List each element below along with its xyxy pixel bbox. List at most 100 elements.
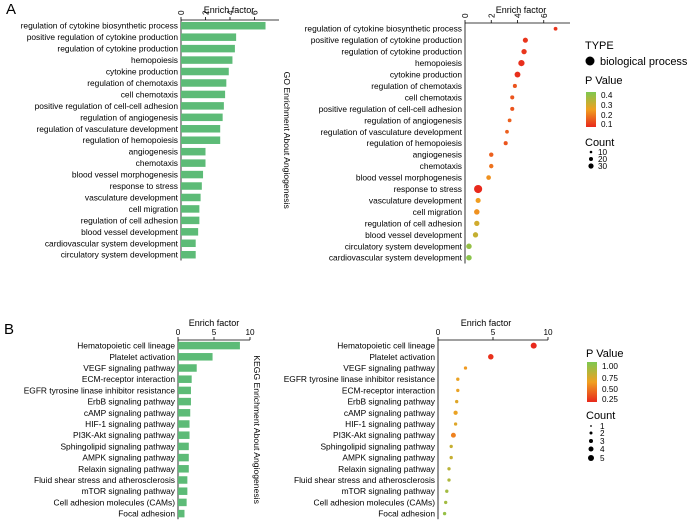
dot [475,197,481,204]
category-label: angiogenesis [129,147,178,157]
bar [178,420,190,428]
panel-label-b: B [4,321,14,338]
legend-a-colorbar [586,92,596,127]
category-label: ECM-receptor interaction [342,385,435,395]
category-label: ECM-receptor interaction [82,374,175,384]
dot [474,209,480,215]
category-label: regulation of hemopoiesis [367,138,462,148]
category-label: ErbB signaling pathway [87,397,175,407]
category-label: regulation of chemotaxis [371,81,462,91]
x-axis-title: Enrich factor [461,318,512,328]
category-label: Focal adhesion [118,509,175,519]
dot [512,83,517,89]
dot [474,184,483,194]
category-label: cAMP signaling pathway [84,408,176,418]
bar [178,364,197,372]
x-tick-label: 6 [251,10,260,15]
legend-a-ptick: 0.4 [601,91,613,100]
category-label: cell migration [129,204,179,214]
category-label: Cell adhesion molecules (CAMs) [54,497,176,507]
dot [444,500,448,505]
bar [181,67,229,76]
category-label: regulation of chemotaxis [87,78,178,88]
bar [181,205,200,213]
legend-b-count-title: Count [586,410,615,422]
bar [178,442,189,451]
x-tick-label: 5 [491,328,496,337]
category-label: ErbB signaling pathway [347,397,435,407]
legend-b-colorbar [587,362,597,402]
legend-b-pvalue-title: P Value [586,348,624,360]
x-tick-label: 0 [177,10,186,15]
category-label: cell chemotaxis [121,89,178,99]
category-label: circulatory system development [61,250,179,260]
bar [178,386,191,395]
x-tick-label: 2 [487,13,496,18]
legend-b-ctick: 3 [600,437,605,446]
legend-a-pvalue-title: P Value [585,75,623,87]
category-label: Relaxin signaling pathway [78,464,176,474]
legend-a-ptick: 0.2 [601,111,613,120]
category-label: regulation of cytokine biosynthetic proc… [21,21,178,31]
bar [181,250,196,259]
category-label: chemotaxis [420,161,462,171]
category-label: mTOR signaling pathway [82,486,176,496]
category-label: HIF-1 signaling pathway [85,419,176,429]
go-bar-chart: Enrich factor 0 2 4 6 regulation of cytokine … [21,5,292,261]
category-label: positive regulation of cytokine producti… [27,32,179,42]
dot [510,95,515,100]
bar [181,182,202,190]
x-tick-label: 10 [245,328,255,337]
category-label: response to stress [394,184,462,194]
category-label: blood vessel development [81,227,179,237]
legend-a-ctick: 30 [598,162,608,171]
x-tick-label: 10 [543,328,553,337]
bar [178,476,188,484]
kegg-bar-chart: Enrich factor 0 5 10 Hematopoietic cell line… [24,318,262,520]
x-tick-label: 4 [226,10,235,15]
category-label: hemopoiesis [415,58,462,68]
dot [455,399,459,404]
legend-b-ctick: 1 [600,422,605,431]
dot [553,26,558,31]
bar [181,21,266,30]
go-dot-chart: Enrich factor 0 2 4 6 regulation of cytokine … [305,5,570,264]
dot [507,118,512,123]
category-label: regulation of cytokine biosynthetic proc… [305,24,462,34]
category-label: cAMP signaling pathway [344,408,436,418]
category-label: PI3K-Akt signaling pathway [333,430,436,440]
legend-b-ctick: 5 [600,454,605,463]
dot [463,366,468,370]
bar [181,136,221,144]
dot [518,59,525,67]
dot [530,342,537,349]
side-title: KEGG Enrichment About Angiogenesis [252,355,262,504]
dot [522,37,528,43]
x-tick-label: 6 [540,13,549,18]
bar [181,170,204,179]
dot [510,106,515,111]
category-label: positive regulation of cell-cell adhesio… [319,104,463,114]
dot [466,254,472,261]
category-label: EGFR tyrosine linase inhibitor resistanc… [284,374,436,384]
dot [447,478,451,482]
dot [489,152,494,157]
bar [178,353,213,361]
category-label: cell chemotaxis [405,92,462,102]
legend-b-count-dot [589,439,593,443]
legend-b-ptick: 1.00 [602,362,618,371]
bar [178,498,187,507]
category-label: response to stress [110,181,178,191]
x-tick-label: 2 [202,10,211,15]
category-label: Cell adhesion molecules (CAMs) [314,497,436,507]
dot [486,175,491,180]
category-label: Relaxin signaling pathway [338,464,436,474]
x-axis-title: Enrich factor [496,5,547,15]
bar [178,431,190,439]
category-label: regulation of cell adhesion [81,215,179,225]
legend-b-ctick: 4 [600,445,605,454]
category-label: blood vessel morphogenesis [72,170,178,180]
category-label: regulation of vasculature development [36,124,178,134]
dot [521,48,527,55]
category-label: Hematopoietic cell lineage [337,341,435,351]
